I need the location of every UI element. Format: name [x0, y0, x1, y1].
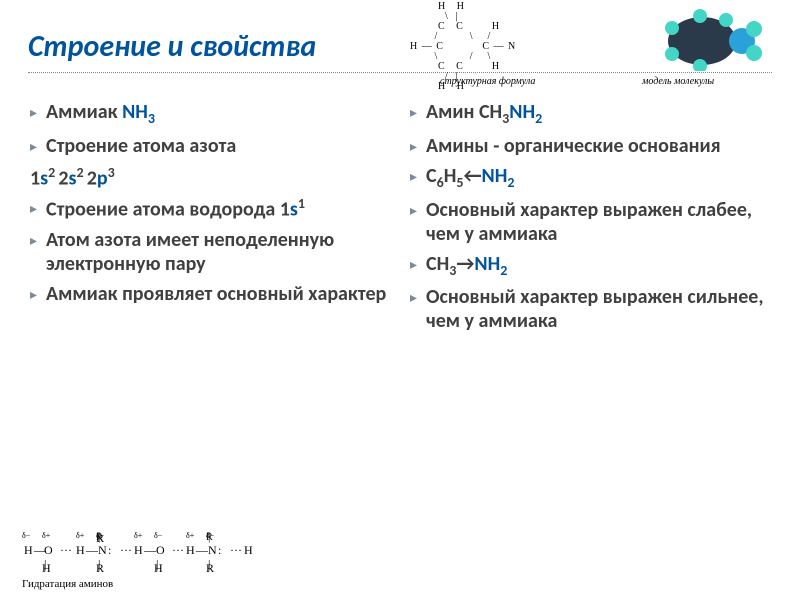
svg-text:δ−: δ− [22, 531, 31, 540]
list-item-text: C6H5←NH2 [426, 164, 514, 192]
list-item: ▸Строение атома водорода 1s1 [30, 196, 390, 222]
bullet-icon: ▸ [410, 139, 426, 156]
svg-text:N: N [98, 543, 107, 557]
list-item: ▸ CH3→NH2 [410, 252, 770, 280]
svg-text::: : [218, 543, 221, 557]
list-line: 1s2 2s2 2p3 [30, 164, 390, 191]
list-item: ▸Амины - органические основания [410, 134, 770, 158]
bullet-icon: ▸ [410, 105, 426, 122]
list-item-text: Атом азота имеет неподеленную электронну… [46, 228, 390, 276]
svg-text:H: H [154, 561, 163, 574]
list-item-text: Аммиак NH3 [46, 100, 155, 128]
molecule-model-icon [650, 6, 770, 71]
hydration-diagram: δ− δ+ H — O | H ··· δ+ δ− H — N : R | R … [22, 528, 272, 590]
svg-text:δ+: δ+ [42, 531, 51, 540]
svg-text:H: H [24, 543, 33, 557]
caption-structural: структурная формула [440, 76, 535, 87]
list-item-text: Амины - органические основания [426, 134, 721, 158]
list-item-text: Основный характер выражен сильнее, чем у… [426, 285, 770, 333]
list-item: ▸C6H5←NH2 [410, 164, 770, 192]
list-item: ▸Амин CH3NH2 [410, 100, 770, 128]
bullet-icon: ▸ [410, 203, 426, 220]
content-columns: ▸Аммиак NH3▸Строение атома азота1s2 2s2 … [20, 100, 780, 520]
svg-text:H: H [42, 561, 51, 574]
svg-text:H: H [76, 543, 85, 557]
svg-text:δ+: δ+ [76, 531, 85, 540]
list-item-text: CH3→NH2 [426, 252, 507, 280]
list-item-text: Амин CH3NH2 [426, 100, 542, 128]
list-item: ▸Основный характер выражен сильнее, чем … [410, 285, 770, 333]
svg-text:—: — [195, 543, 209, 557]
list-item-text: Строение атома водорода 1s1 [46, 196, 305, 222]
hydration-caption: Гидратация аминов [22, 578, 272, 590]
svg-text:N: N [208, 543, 217, 557]
right-column: ▸Амин CH3NH2▸Амины - органические основа… [400, 100, 780, 520]
svg-text:—: — [85, 543, 99, 557]
list-item: ▸Атом азота имеет неподеленную электронн… [30, 228, 390, 276]
title-text: Строение и свойства [28, 28, 316, 65]
list-item: ▸Основный характер выражен слабее, чем у… [410, 198, 770, 246]
svg-text:δ+: δ+ [134, 531, 143, 540]
bullet-icon: ▸ [30, 139, 46, 156]
caption-model: модель молекулы [642, 76, 714, 87]
list-item: ▸Аммиак проявляет основный характер [30, 282, 390, 306]
svg-text:R: R [96, 561, 104, 574]
svg-text:H: H [244, 543, 253, 557]
svg-text:—: — [143, 543, 157, 557]
list-item-text: Основный характер выражен слабее, чем у … [426, 198, 770, 246]
svg-text:δ−: δ− [154, 531, 163, 540]
svg-text:···: ··· [120, 543, 132, 557]
svg-text:R: R [96, 532, 103, 543]
svg-text:R: R [206, 532, 213, 543]
bullet-icon: ▸ [30, 287, 46, 304]
svg-text:H: H [186, 543, 195, 557]
bullet-icon: ▸ [410, 257, 426, 274]
svg-text:···: ··· [172, 543, 184, 557]
bullet-icon: ▸ [30, 105, 46, 122]
left-column: ▸Аммиак NH3▸Строение атома азота1s2 2s2 … [20, 100, 400, 520]
list-item-text: Строение атома азота [46, 134, 236, 158]
svg-text:O: O [44, 543, 53, 557]
bullet-icon: ▸ [30, 201, 46, 218]
svg-text:H: H [134, 543, 143, 557]
list-item-text: Аммиак проявляет основный характер [46, 282, 386, 306]
svg-text:···: ··· [230, 543, 242, 557]
bullet-icon: ▸ [410, 169, 426, 186]
slide-title: Строение и свойства [28, 28, 316, 65]
bullet-icon: ▸ [410, 290, 426, 307]
title-divider [28, 72, 772, 73]
bullet-icon: ▸ [30, 233, 46, 250]
svg-text:R: R [206, 561, 214, 574]
list-item: ▸Аммиак NH3 [30, 100, 390, 128]
list-item: ▸Строение атома азота [30, 134, 390, 158]
svg-text::: : [108, 543, 111, 557]
svg-text:···: ··· [60, 543, 72, 557]
svg-text:δ+: δ+ [186, 531, 195, 540]
svg-text:O: O [156, 543, 165, 557]
